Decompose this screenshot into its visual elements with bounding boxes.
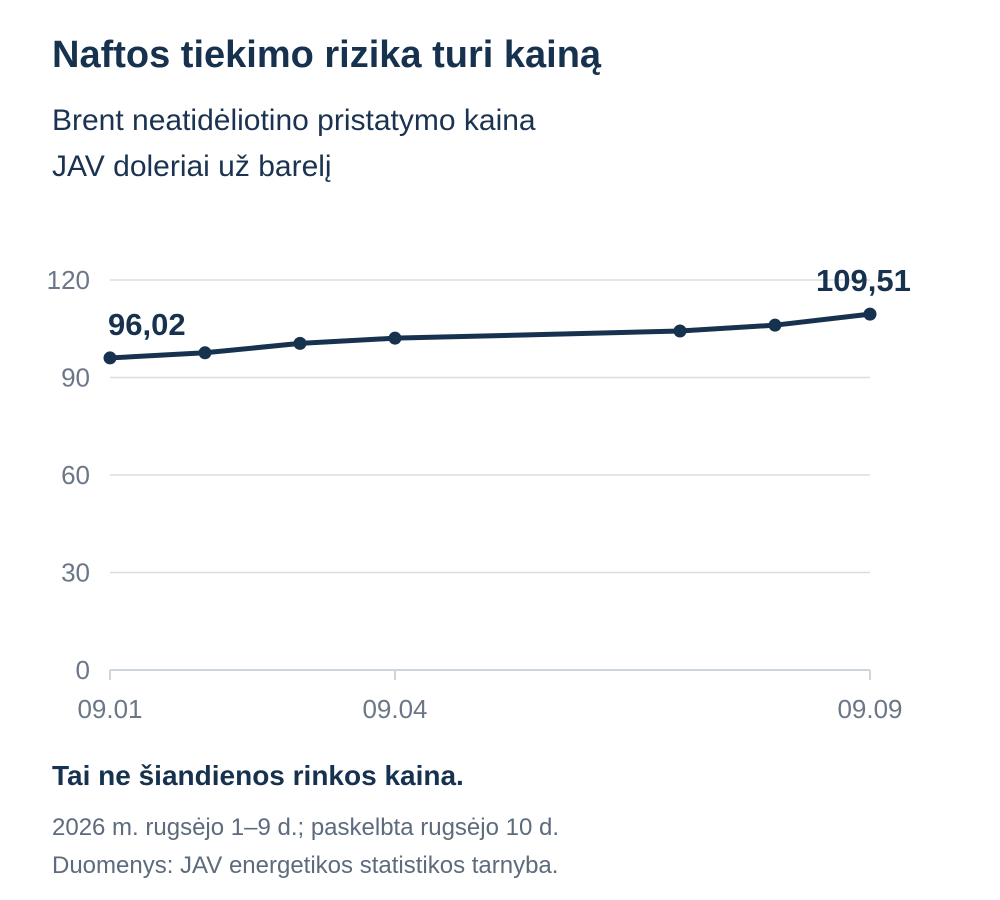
data-point [293,336,307,350]
y-tick-label: 30 [61,558,90,588]
data-label: 109,51 [816,263,911,298]
data-point [768,318,782,332]
data-point [673,324,687,338]
x-tick-label: 09.01 [77,694,142,724]
price-line-chart: 0 30 60 90 120 09.01 09.04 09.09 96,02 109,51 [47,263,911,724]
footer-note: Tai ne šiandienos rinkos kaina. [52,760,464,791]
chart-subtitle-line-2: JAV doleriai už barelį [52,150,332,183]
data-point [863,307,877,321]
x-tick-label: 09.09 [837,694,902,724]
chart-subtitle-line-1: Brent neatidėliotino pristatymo kaina [52,104,536,137]
series-line [107,311,873,361]
footer-source: Duomenys: JAV energetikos statistikos ta… [52,852,559,879]
x-tick-label: 09.04 [362,694,427,724]
y-tick-label: 120 [47,265,90,295]
data-label: 96,02 [108,307,186,342]
y-tick-label: 0 [76,655,90,685]
data-point [103,351,117,365]
footer-date-range: 2026 m. rugsėjo 1–9 d.; paskelbta rugsėj… [52,814,559,841]
y-tick-label: 60 [61,460,90,490]
y-tick-label: 90 [61,363,90,393]
data-point [198,346,212,360]
chart-title: Naftos tiekimo rizika turi kainą [52,34,602,76]
data-point [388,331,402,345]
